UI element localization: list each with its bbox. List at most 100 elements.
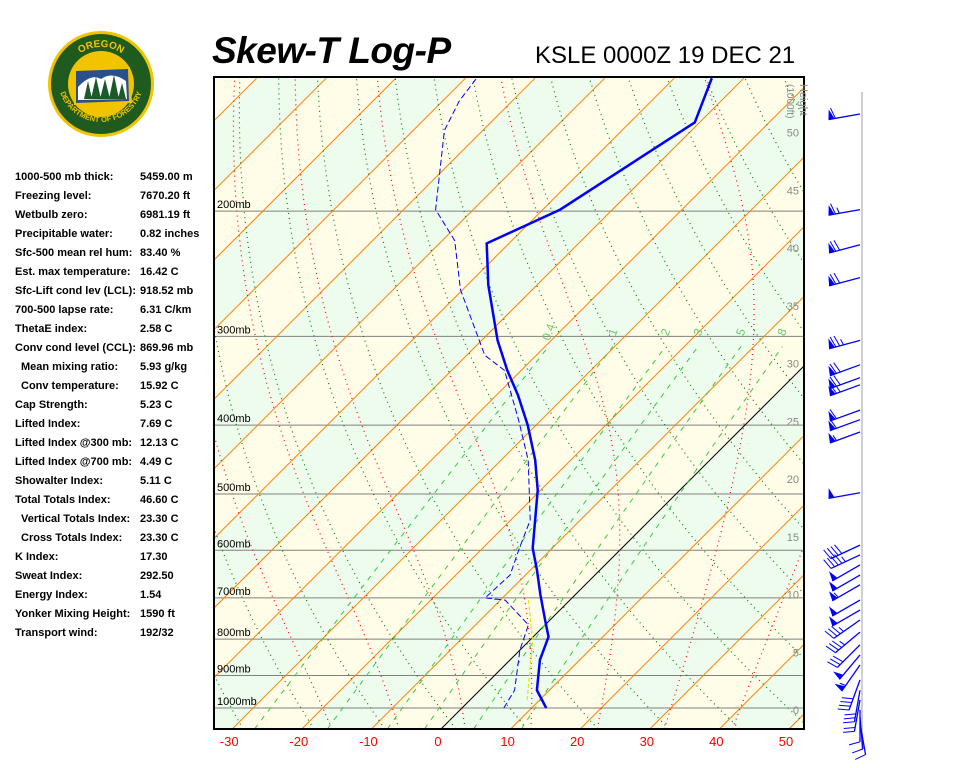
height-tick-label: 40 [787,243,799,255]
barb-full [839,704,851,707]
pressure-label: 700mb [217,586,251,598]
barb-full [843,721,855,724]
barb-half [836,386,841,393]
barb-full [829,241,837,252]
barb-full [834,554,843,564]
pressure-label: 600mb [217,538,251,550]
stat-value: 12.13 C [140,437,179,449]
stat-row: Sweat Index: 292.50 [15,567,215,586]
temperature-tick-label: 10 [500,734,514,749]
barb-full [844,713,856,716]
wind-barb [828,107,861,121]
stat-value: 1.54 [140,589,162,601]
moist-adiabat [294,78,466,729]
dry-adiabat [472,78,804,660]
height-tick-label: 15 [787,532,799,544]
isotherm [214,77,327,192]
barb-full [832,655,844,663]
stat-label: Transport wind: [15,627,98,639]
isotherm [214,77,536,400]
stat-label: Est. max temperature: [15,266,131,278]
stat-row: Conv cond level (CCL): 869.96 mb [15,339,215,358]
height-axis-label: Height [797,84,809,116]
stat-value: 7670.20 ft [140,190,191,202]
stat-label: Lifted Index @300 mb: [15,437,133,449]
height-tick-label: 10 [787,590,799,602]
stat-row: Sfc-500 mean rel hum: 83.40 % [15,244,215,263]
stat-label: Sfc-Lift cond lev (LCL): [15,285,136,297]
barb-full [826,547,836,558]
stat-row: Precipitable water: 0.82 inches [15,225,215,244]
dry-adiabat [355,78,670,729]
temperature-band [859,78,960,729]
temperature-tick-label: 40 [709,734,723,749]
barb-full [834,544,843,554]
mixing-ratio-label: 5 [733,326,749,337]
mixing-ratio-label: 1 [605,326,621,337]
stat-label: 700-500 lapse rate: [15,304,114,316]
barb-shaft [833,619,861,639]
oregon-dept-forestry-logo: OREGON DEPARTMENT OF FORESTRY [48,31,154,137]
barb-shaft [828,492,861,499]
stat-row: Lifted Index @700 mb: 4.49 C [15,453,215,472]
zero-isotherm [440,365,804,729]
temperature-tick-label: 20 [570,734,584,749]
barb-full [830,556,839,566]
barb-shaft [838,654,861,680]
barb-half [832,435,837,441]
barb-full [825,645,836,654]
barb-full [843,726,856,729]
dry-adiabat [783,77,804,120]
isotherm [0,78,187,729]
stat-row: Yonker Mixing Height: 1590 ft [15,605,215,624]
barb-flag [828,432,836,443]
dry-adiabat [316,78,599,729]
station-time-label: KSLE 0000Z 19 DEC 21 [535,42,796,69]
wind-barb [855,722,867,760]
barb-full [829,273,837,285]
mixing-ratio-line [424,346,699,729]
stat-label: Precipitable water: [15,228,113,240]
stat-row: Cross Totals Index: 23.30 C [15,529,215,548]
stat-label: Cross Totals Index: [21,532,123,544]
stat-row: Mean mixing ratio: 5.93 g/kg [15,358,215,377]
dry-adiabat [214,673,244,729]
stat-label: Energy Index: [15,589,88,601]
wind-barb [828,272,861,287]
barb-full [829,409,837,419]
barb-shaft [848,679,861,711]
barb-full [840,701,852,703]
stat-row: Total Totals Index: 46.60 C [15,491,215,510]
stat-label: Mean mixing ratio: [21,361,119,373]
plot-border [213,76,805,730]
wind-barb [828,431,861,444]
stat-value: 0.82 inches [140,228,200,240]
wind-barb [833,654,861,680]
stat-value: 23.30 C [140,513,179,525]
stat-value: 5.93 g/kg [140,361,188,373]
temperature-tick-label: -10 [359,734,378,749]
barb-half [833,592,839,598]
stat-value: 6981.19 ft [140,209,191,221]
stat-label: Wetbulb zero: [15,209,88,221]
stat-value: 5.11 C [140,475,172,487]
stat-value: 23.30 C [140,532,179,544]
stat-value: 17.30 [140,551,168,563]
barb-flag [828,275,835,286]
pressure-label: 400mb [217,413,251,425]
stat-value: 2.58 C [140,323,173,335]
isotherm [214,77,745,609]
barb-shaft [853,690,861,722]
barb-half [836,207,840,214]
stat-value: 7.69 C [140,418,173,430]
stat-value: 918.52 mb [140,285,194,297]
barb-full [830,546,839,556]
wetbulb-profile [526,597,534,700]
wind-barb [823,554,861,570]
mixing-ratio-label: 3 [690,326,706,337]
pressure-label: 800mb [217,627,251,639]
logo-text-top: OREGON [76,39,126,56]
stat-label: Conv temperature: [21,380,119,392]
wind-barb [829,599,861,617]
isotherm [214,86,804,679]
